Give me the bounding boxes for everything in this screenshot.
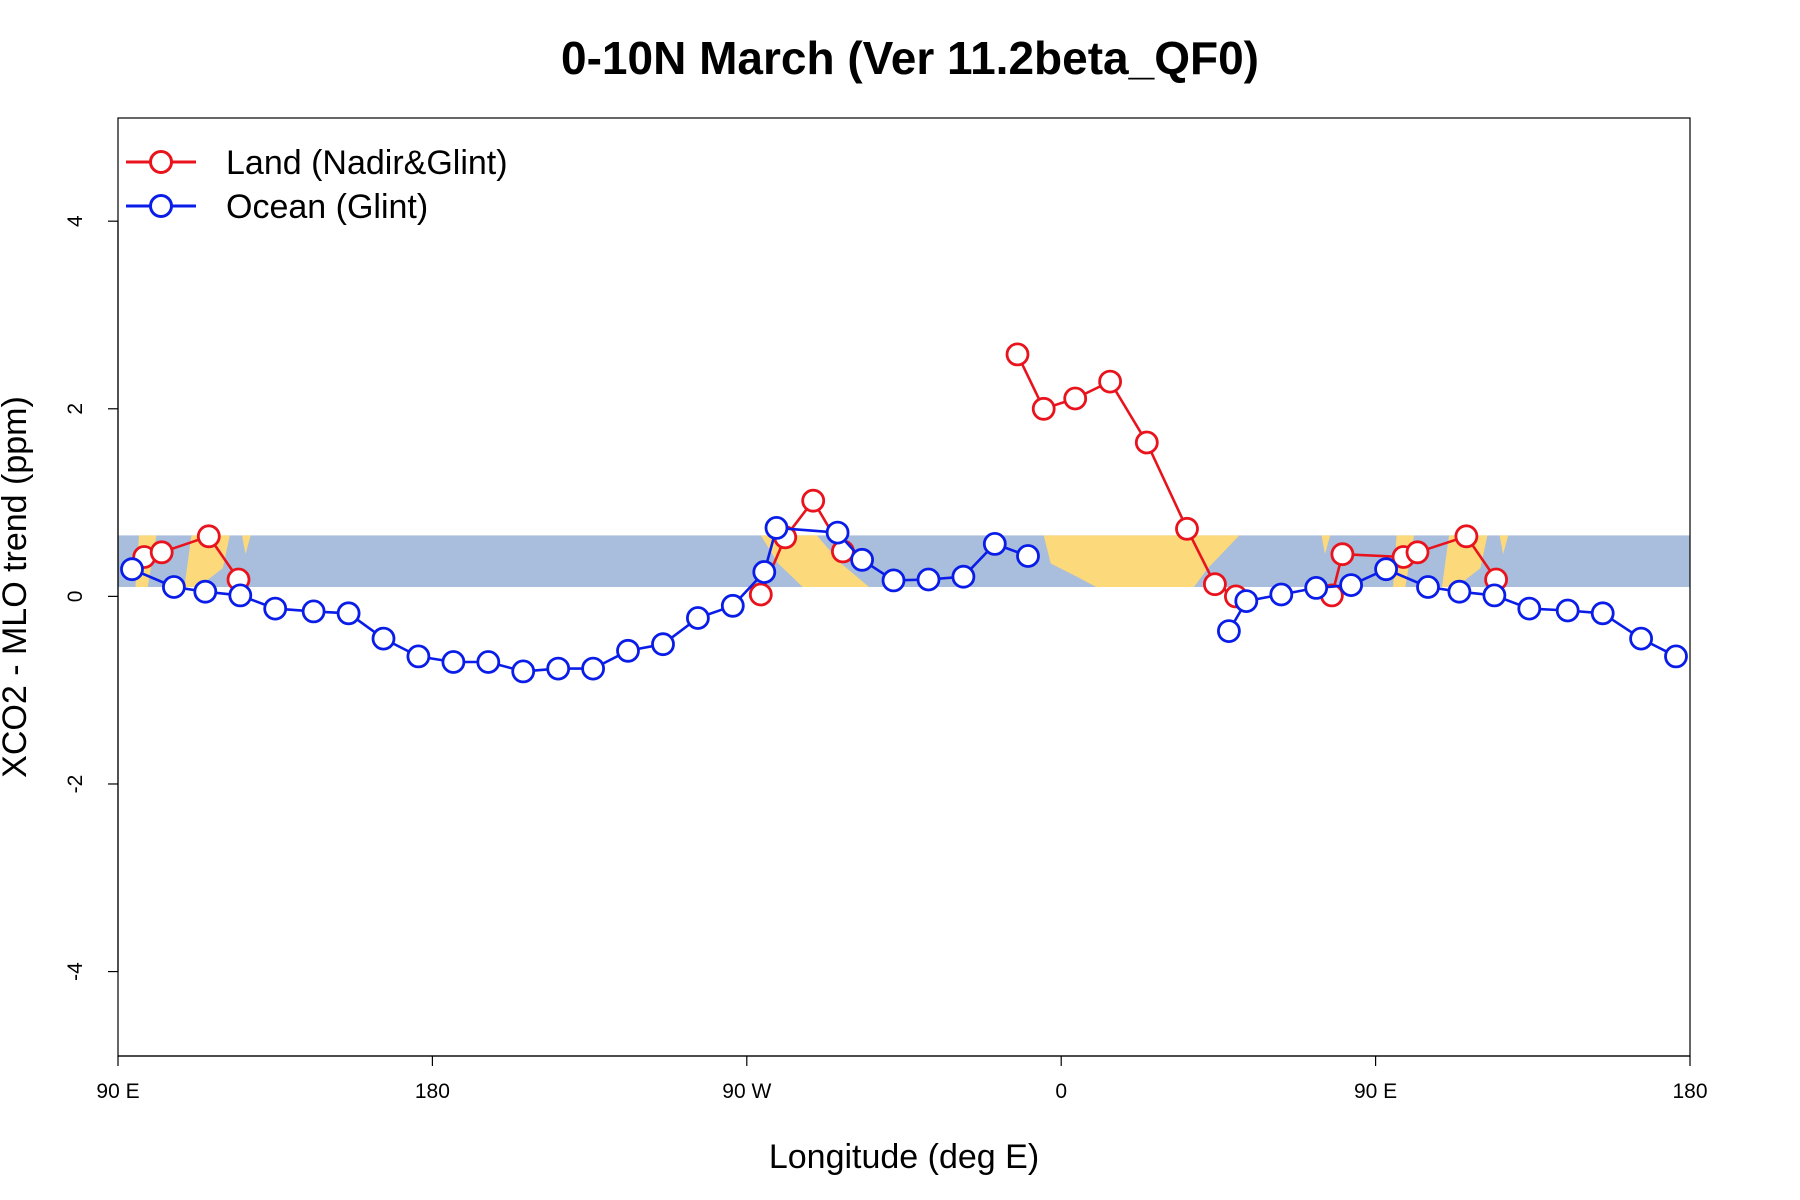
data-point [748,582,773,607]
data-point [1454,524,1479,549]
data-point [1555,598,1580,623]
data-point [120,557,144,582]
x-tick-label: 90 E [96,1080,139,1103]
x-tick-label: 180 [415,1080,450,1103]
data-point [1005,342,1030,367]
data-point [801,488,826,513]
data-point [441,650,466,674]
y-axis-label: XCO2 - MLO trend (ppm) [0,396,34,778]
data-point [1374,557,1398,582]
data-point [1482,583,1507,608]
data-point [406,644,431,669]
land-region-5 [1321,535,1331,555]
data-point [764,516,789,540]
data-point [616,638,640,663]
data-point [1031,396,1056,421]
x-tick-label: 90 W [722,1080,771,1103]
data-point [1098,369,1122,394]
data-point [1134,430,1159,455]
series-1 [120,516,1688,684]
data-point [982,532,1007,556]
x-axis-label: Longitude (deg E) [769,1138,1039,1176]
data-point [752,560,777,584]
y-tick-label: 2 [64,403,87,415]
data-point [951,564,976,589]
data-point [1339,573,1363,597]
y-axis: -4 -2 0 2 4 [64,215,119,981]
data-point [1304,576,1329,600]
data-point [825,520,850,545]
data-point [546,656,571,681]
land-region-8 [1499,535,1509,555]
data-point [916,567,941,592]
y-tick-label: -2 [64,775,87,794]
data-point [301,599,326,624]
x-tick-label: 90 E [1354,1080,1397,1103]
data-point [720,593,745,618]
data-point [1517,596,1542,621]
data-point [581,656,605,681]
data-point [651,632,675,657]
data-point [196,524,221,549]
x-tick-label: 180 [1672,1080,1707,1103]
legend-ocean-marker [149,194,173,218]
data-point [149,540,174,565]
data-point [511,659,536,684]
data-point [228,583,253,608]
data-point [476,650,501,674]
data-point [263,596,288,621]
plot-area [120,342,1688,684]
legend-ocean-label: Ocean (Glint) [226,188,428,226]
x-axis: 90 E 180 90 W 0 90 E 180 [96,1055,1708,1103]
data-point [1590,601,1615,626]
data-point [193,579,218,604]
legend: Land (Nadir&Glint) Ocean (Glint) [126,144,508,226]
data-point [371,626,396,651]
legend-land-marker [149,150,173,174]
data-point [1063,386,1088,411]
data-point [1330,542,1355,567]
data-point [1269,582,1294,607]
data-point [1416,575,1440,599]
data-point [1217,619,1241,643]
data-point [850,547,874,572]
land-region-2 [242,535,251,555]
chart-title: 0-10N March (Ver 11.2beta_QF0) [561,32,1259,84]
data-point [1405,540,1430,565]
legend-land-label: Land (Nadir&Glint) [226,144,508,182]
data-point [686,606,710,630]
data-point [1016,544,1040,568]
data-point [1664,644,1688,669]
data-point [1175,516,1199,541]
y-tick-label: 4 [64,215,87,227]
data-point [881,568,906,593]
y-tick-label: 0 [64,591,87,603]
series-0 [132,342,1508,609]
x-tick-label: 0 [1055,1080,1067,1103]
data-point [336,601,361,626]
data-point [1447,579,1472,604]
data-point [161,575,186,599]
data-point [1629,626,1653,651]
land-region-4 [1043,535,1240,587]
data-point [1234,589,1259,613]
data-point [1203,572,1227,597]
y-tick-label: -4 [64,962,87,981]
